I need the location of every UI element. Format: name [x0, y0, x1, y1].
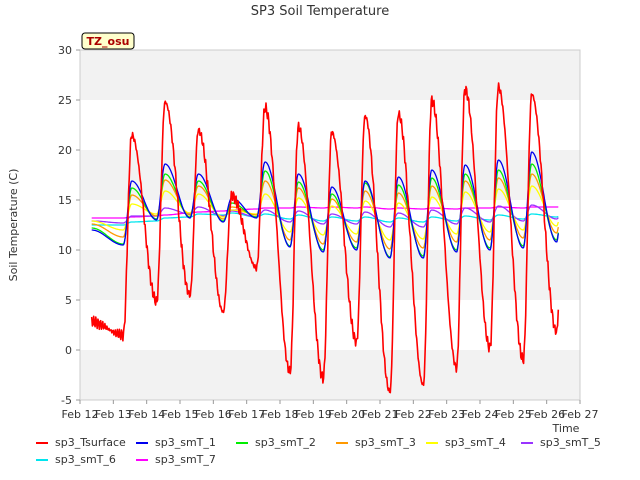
x-tick-label: Feb 23 — [428, 408, 465, 421]
annotation-text: TZ_osu — [87, 35, 130, 48]
legend-swatch — [521, 441, 533, 444]
grid-band — [80, 350, 580, 400]
legend-item-sp3-Tsurface: sp3_Tsurface — [36, 436, 126, 449]
x-tick-label: Feb 21 — [362, 408, 399, 421]
x-tick-label: Feb 16 — [195, 408, 232, 421]
legend-label: sp3_smT_7 — [155, 453, 216, 466]
legend-label: sp3_smT_4 — [445, 436, 506, 449]
series-lines — [90, 82, 560, 394]
legend-item-sp3-smT-1: sp3_smT_1 — [136, 436, 216, 449]
plot-frame — [79, 49, 581, 401]
legend-swatch — [36, 441, 48, 444]
grid-band — [80, 50, 580, 100]
x-tick-label: Feb 26 — [528, 408, 565, 421]
y-tick-label: 10 — [58, 244, 72, 257]
y-tick-label: 5 — [65, 294, 72, 307]
legend-label: sp3_smT_6 — [55, 453, 116, 466]
x-tick-label: Feb 27 — [562, 408, 599, 421]
y-axis-label: Soil Temperature (C) — [7, 169, 20, 282]
legend-item-sp3-smT-7: sp3_smT_7 — [136, 453, 216, 466]
legend-swatch — [36, 458, 48, 461]
x-axis-label: Time — [552, 422, 580, 435]
x-tick-label: Feb 22 — [395, 408, 432, 421]
legend-item-sp3-smT-4: sp3_smT_4 — [426, 436, 506, 449]
legend-swatch — [336, 441, 348, 444]
y-tick-label: 20 — [58, 144, 72, 157]
x-tick-label: Feb 17 — [228, 408, 265, 421]
legend-label: sp3_smT_5 — [540, 436, 601, 449]
y-tick-label: 0 — [65, 344, 72, 357]
x-tick-label: Feb 24 — [462, 408, 499, 421]
y-tick-label: 30 — [58, 44, 72, 57]
x-tick-label: Feb 20 — [328, 408, 365, 421]
legend-label: sp3_smT_3 — [355, 436, 416, 449]
site-annotation: TZ_osu — [81, 32, 135, 50]
legend-item-sp3-smT-2: sp3_smT_2 — [236, 436, 316, 449]
x-tick-label: Feb 13 — [95, 408, 132, 421]
y-axis-ticks: -5 0 5 10 15 20 25 30 — [58, 44, 80, 407]
legend-label: sp3_smT_1 — [155, 436, 216, 449]
x-tick-label: Feb 18 — [262, 408, 299, 421]
series-line-sp3-Tsurface — [90, 82, 560, 394]
legend-swatch — [236, 441, 248, 444]
legend-item-sp3-smT-5: sp3_smT_5 — [521, 436, 601, 449]
x-tick-label: Feb 25 — [495, 408, 532, 421]
x-tick-label: Feb 15 — [162, 408, 199, 421]
legend-swatch — [426, 441, 438, 444]
annotation-box — [81, 32, 135, 50]
series-line-sp3-smT-7 — [91, 206, 559, 219]
x-tick-label: Feb 12 — [62, 408, 99, 421]
grid-bands — [80, 50, 580, 400]
series-line-sp3-smT-1 — [91, 151, 559, 259]
y-tick-label: -5 — [61, 394, 72, 407]
legend-item-sp3-smT-6: sp3_smT_6 — [36, 453, 116, 466]
y-tick-label: 15 — [58, 194, 72, 207]
legend-label: sp3_Tsurface — [55, 436, 126, 449]
grid-band — [80, 250, 580, 300]
series-line-sp3-smT-5 — [91, 204, 559, 228]
legend-label: sp3_smT_2 — [255, 436, 316, 449]
y-tick-label: 25 — [58, 94, 72, 107]
chart-title: SP3 Soil Temperature — [251, 4, 389, 19]
grid-band — [80, 300, 580, 350]
x-tick-label: Feb 19 — [295, 408, 332, 421]
legend-swatch — [136, 441, 148, 444]
legend-swatch — [136, 458, 148, 461]
x-tick-label: Feb 14 — [128, 408, 165, 421]
legend-item-sp3-smT-3: sp3_smT_3 — [336, 436, 416, 449]
